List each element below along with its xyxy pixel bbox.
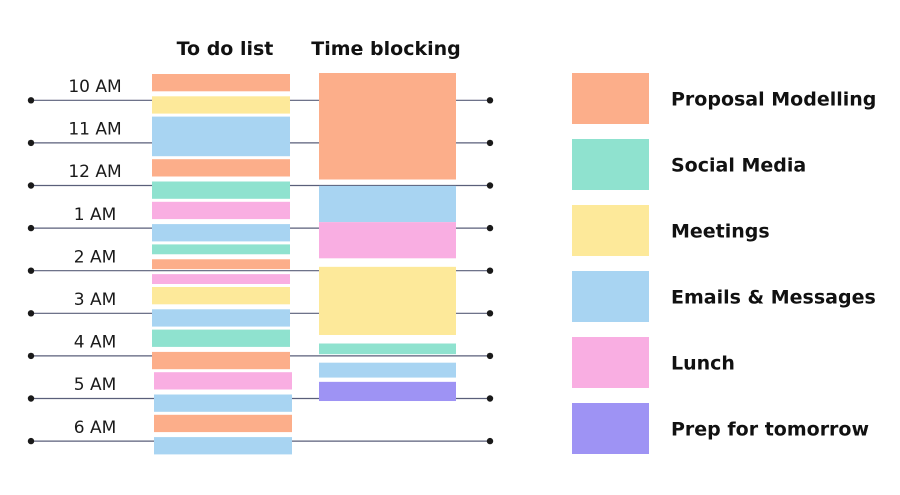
hour-label: 6 AM <box>74 418 117 438</box>
line-end-dot <box>27 352 35 360</box>
hour-label: 1 AM <box>74 205 117 225</box>
time-block-lunch <box>319 222 456 259</box>
todo-item-meetings <box>152 287 290 305</box>
legend-label-social: Social Media <box>671 155 806 177</box>
todo-item-emails <box>154 394 292 412</box>
legend-label-emails: Emails & Messages <box>671 287 876 309</box>
time-block-prep <box>319 381 456 402</box>
todo-list-column <box>152 74 292 455</box>
todo-item-emails <box>152 224 290 242</box>
hour-label: 5 AM <box>74 375 117 395</box>
line-end-dot <box>27 395 35 402</box>
todo-item-lunch <box>152 274 290 284</box>
line-end-dot <box>486 267 494 274</box>
legend-swatch-lunch <box>572 337 649 388</box>
hour-label: 11 AM <box>68 120 121 140</box>
todo-item-emails <box>152 309 290 327</box>
line-end-dot <box>27 267 35 274</box>
line-end-dot <box>27 139 35 147</box>
line-end-dot <box>27 437 35 445</box>
time-blocking-header: Time blocking <box>311 38 460 60</box>
line-end-dot <box>486 139 494 147</box>
hour-label: 3 AM <box>74 290 117 310</box>
time-block-emails <box>319 185 456 223</box>
line-end-dot <box>27 224 35 232</box>
legend-swatch-prep <box>572 403 649 454</box>
line-end-dot <box>486 310 494 317</box>
line-end-dot <box>27 182 35 189</box>
todo-item-lunch <box>152 201 290 220</box>
legend-swatch-social <box>572 139 649 190</box>
todo-item-social <box>152 244 290 255</box>
hour-rows: 10 AM 11 AM 12 AM 1 AM 2 AM 3 AM 4 AM 5 AM 6 AM <box>27 77 494 445</box>
line-end-dot <box>486 224 494 232</box>
legend-label-proposal: Proposal Modelling <box>671 89 876 111</box>
hour-label: 2 AM <box>74 247 117 267</box>
todo-item-proposal <box>152 351 290 370</box>
time-block-social <box>319 343 456 355</box>
line-end-dot <box>486 182 494 189</box>
time-blocking-column <box>319 73 456 402</box>
line-end-dot <box>27 97 35 104</box>
legend-swatch-proposal <box>572 73 649 124</box>
todo-item-social <box>152 329 290 347</box>
legend-label-prep: Prep for tomorrow <box>671 419 869 441</box>
todo-list-header: To do list <box>177 38 274 60</box>
hour-label: 10 AM <box>68 77 121 97</box>
line-end-dot <box>486 352 494 360</box>
todo-item-lunch <box>154 372 292 390</box>
time-block-proposal <box>319 73 456 180</box>
todo-item-proposal <box>152 74 290 92</box>
line-end-dot <box>486 97 494 104</box>
legend-label-lunch: Lunch <box>671 353 735 375</box>
legend-label-meetings: Meetings <box>671 221 770 243</box>
todo-item-proposal <box>154 414 292 433</box>
todo-item-proposal <box>152 159 290 177</box>
hour-label: 12 AM <box>68 162 121 182</box>
todo-item-meetings <box>152 96 290 114</box>
todo-item-social <box>152 181 290 199</box>
legend: Proposal Modelling Social Media Meetings Em… <box>572 73 876 454</box>
line-end-dot <box>486 437 494 445</box>
todo-item-emails <box>152 116 290 157</box>
time-block-emails <box>319 362 456 378</box>
hour-label: 4 AM <box>74 333 117 353</box>
time-block-meetings <box>319 266 456 335</box>
line-end-dot <box>486 395 494 402</box>
legend-swatch-meetings <box>572 205 649 256</box>
line-end-dot <box>27 310 35 317</box>
legend-swatch-emails <box>572 271 649 322</box>
todo-item-proposal <box>152 259 290 270</box>
todo-item-emails <box>154 437 292 455</box>
